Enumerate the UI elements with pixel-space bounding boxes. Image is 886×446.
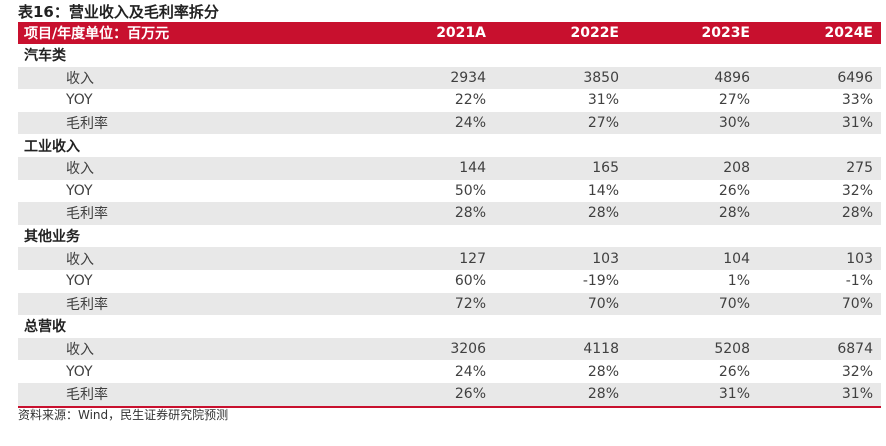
row-label: 毛利率	[18, 292, 363, 316]
section-row: 汽车类	[18, 44, 881, 67]
header-row: 项目/年度单位：百万元 2021A 2022E 2023E 2024E	[18, 22, 881, 44]
cell-value: -19%	[582, 273, 619, 290]
cell-value: 26%	[718, 182, 750, 199]
header-label: 项目/年度单位：百万元	[18, 22, 363, 44]
table-title: 表16：营业收入及毛利率拆分	[18, 3, 219, 21]
cell-value: 32%	[841, 363, 873, 380]
cell-value: 72%	[363, 292, 494, 316]
cell-value: 31%	[758, 382, 881, 408]
cell-value: 22%	[454, 92, 486, 109]
cell-value: 4896	[627, 66, 758, 90]
table-row: 收入 127 103 104 103	[18, 247, 881, 270]
cell-value: 32%	[841, 182, 873, 199]
cell-value: 28%	[587, 363, 619, 380]
cell-value: 275	[758, 156, 881, 180]
cell-value: 28%	[494, 202, 627, 225]
header-year: 2021A	[363, 22, 494, 44]
row-label: 毛利率	[18, 202, 363, 225]
cell-value: 24%	[363, 111, 494, 135]
table-row: 收入 3206 4118 5208 6874	[18, 337, 881, 361]
cell-value: 33%	[841, 92, 873, 109]
table-row: 收入 144 165 208 275	[18, 156, 881, 180]
cell-value: 31%	[627, 382, 758, 408]
cell-value: 6874	[758, 337, 881, 361]
revenue-margin-table: 项目/年度单位：百万元 2021A 2022E 2023E 2024E 汽车类 …	[18, 22, 881, 408]
cell-value: 70%	[494, 292, 627, 316]
cell-value: -1%	[845, 273, 873, 290]
cell-value: 208	[627, 156, 758, 180]
section-row: 其他业务	[18, 225, 881, 248]
header-year: 2024E	[758, 22, 881, 44]
table-row: 毛利率 24% 27% 30% 31%	[18, 111, 881, 135]
section-title: 汽车类	[24, 48, 66, 65]
table-row: YOY 22% 31% 27% 33%	[18, 89, 881, 112]
header-year: 2023E	[627, 22, 758, 44]
cell-value: 24%	[454, 363, 486, 380]
cell-value: 26%	[718, 363, 750, 380]
cell-value: 70%	[627, 292, 758, 316]
cell-value: 27%	[718, 92, 750, 109]
cell-value: 144	[363, 156, 494, 180]
table-row: 毛利率 28% 28% 28% 28%	[18, 202, 881, 225]
cell-value: 28%	[627, 202, 758, 225]
table-row: YOY 60% -19% 1% -1%	[18, 270, 881, 293]
cell-value: 28%	[758, 202, 881, 225]
row-label: YOY	[66, 182, 93, 199]
row-label: 收入	[18, 247, 363, 270]
cell-value: 3206	[363, 337, 494, 361]
cell-value: 28%	[494, 382, 627, 408]
row-label: 收入	[18, 156, 363, 180]
row-label: 收入	[18, 337, 363, 361]
section-title: 其他业务	[24, 229, 80, 246]
cell-value: 31%	[758, 111, 881, 135]
section-title: 总营收	[24, 319, 66, 336]
row-label: YOY	[66, 273, 93, 290]
row-label: YOY	[66, 363, 93, 380]
table-row: 收入 2934 3850 4896 6496	[18, 66, 881, 90]
cell-value: 50%	[454, 182, 486, 199]
row-label: YOY	[66, 92, 93, 109]
cell-value: 3850	[494, 66, 627, 90]
cell-value: 2934	[363, 66, 494, 90]
cell-value: 103	[758, 247, 881, 270]
header-year: 2022E	[494, 22, 627, 44]
table-row: YOY 24% 28% 26% 32%	[18, 360, 881, 383]
cell-value: 103	[494, 247, 627, 270]
table-row: 毛利率 26% 28% 31% 31%	[18, 382, 881, 408]
cell-value: 104	[627, 247, 758, 270]
cell-value: 60%	[454, 273, 486, 290]
cell-value: 31%	[587, 92, 619, 109]
cell-value: 4118	[494, 337, 627, 361]
cell-value: 28%	[363, 202, 494, 225]
row-label: 毛利率	[18, 382, 363, 408]
cell-value: 127	[363, 247, 494, 270]
cell-value: 14%	[587, 182, 619, 199]
table-row: 毛利率 72% 70% 70% 70%	[18, 292, 881, 316]
cell-value: 6496	[758, 66, 881, 90]
section-title: 工业收入	[24, 138, 80, 155]
section-row: 总营收	[18, 315, 881, 338]
row-label: 毛利率	[18, 111, 363, 135]
cell-value: 30%	[627, 111, 758, 135]
cell-value: 165	[494, 156, 627, 180]
cell-value: 1%	[727, 273, 750, 290]
cell-value: 70%	[758, 292, 881, 316]
cell-value: 5208	[627, 337, 758, 361]
cell-value: 26%	[363, 382, 494, 408]
table-row: YOY 50% 14% 26% 32%	[18, 180, 881, 203]
section-row: 工业收入	[18, 134, 881, 157]
cell-value: 27%	[494, 111, 627, 135]
row-label: 收入	[18, 66, 363, 90]
source-note: 资料来源：Wind，民生证券研究院预测	[18, 408, 229, 422]
